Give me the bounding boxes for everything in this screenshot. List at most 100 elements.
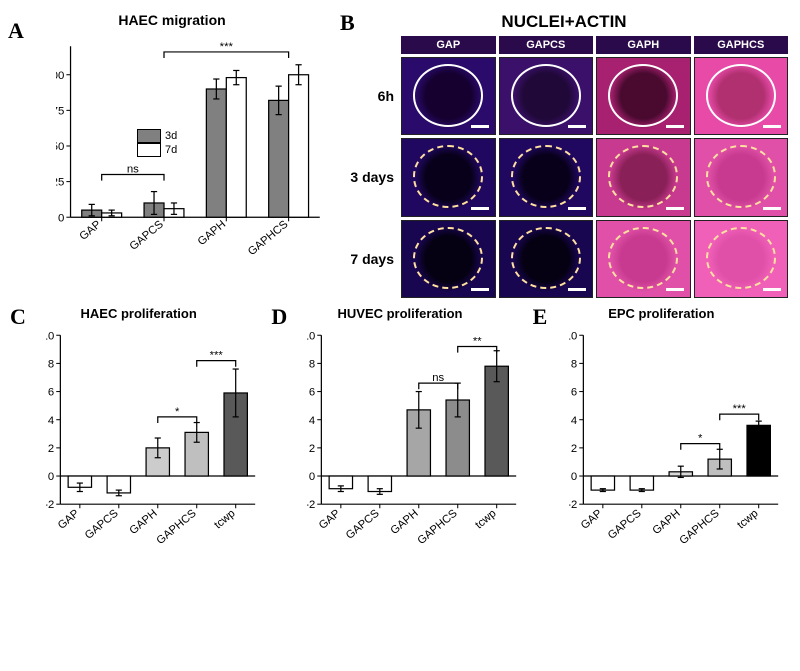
panel-a: A HAEC migration 0255075100Cell Migratio… [12,12,332,298]
roi-circle [413,64,483,127]
svg-text:GAPCS: GAPCS [605,507,643,541]
roi-circle [608,145,678,208]
svg-text:GAPHCS: GAPHCS [677,507,721,547]
panel-label-b: B [340,10,355,36]
svg-text:25: 25 [56,177,64,189]
svg-text:GAPH: GAPH [389,507,421,537]
svg-text:0: 0 [309,471,315,483]
svg-text:50: 50 [56,141,64,153]
svg-text:GAPHCS: GAPHCS [154,507,198,547]
svg-text:4: 4 [309,415,315,427]
svg-text:0: 0 [48,471,54,483]
panel-c-chart: -20246810Cell Fold IncreaseGAPGAPCSGAPHG… [46,321,261,551]
svg-text:2: 2 [48,443,54,455]
micrograph [694,220,789,298]
svg-text:tcwp: tcwp [212,507,237,531]
micrograph [694,57,789,135]
svg-text:GAPCS: GAPCS [83,507,121,541]
svg-text:GAP: GAP [56,507,82,531]
col-header: GAPH [596,36,691,54]
micrograph [499,138,594,216]
panel-c-title: HAEC proliferation [12,306,265,321]
legend-label: 3d [165,130,177,142]
roi-circle [706,227,776,290]
svg-text:0: 0 [571,471,577,483]
svg-text:4: 4 [48,415,54,427]
roi-circle [511,145,581,208]
panel-c: C HAEC proliferation -20246810Cell Fold … [12,306,265,551]
scale-bar [666,207,684,210]
roi-circle [413,145,483,208]
svg-text:GAPHCS: GAPHCS [246,218,291,258]
scale-bar [568,207,586,210]
panel-a-legend: 3d7d [137,129,177,157]
panel-a-chart: 0255075100Cell Migration %GAPGAPCSGAPHGA… [56,32,326,262]
svg-text:-2: -2 [569,499,577,511]
svg-text:8: 8 [571,359,577,371]
svg-text:***: *** [220,41,234,53]
svg-text:ns: ns [433,372,445,384]
svg-text:-2: -2 [46,499,54,511]
micrograph [596,220,691,298]
svg-text:tcwp: tcwp [735,507,760,531]
legend-item: 7d [137,143,177,157]
svg-text:6: 6 [571,387,577,399]
panel-e-title: EPC proliferation [535,306,788,321]
panel-label-d: D [271,304,287,330]
micrograph [596,138,691,216]
svg-text:**: ** [473,336,482,348]
scale-bar [471,125,489,128]
svg-text:10: 10 [307,330,315,342]
col-header: GAPHCS [694,36,789,54]
scale-bar [471,207,489,210]
panel-b-title: NUCLEI+ACTIN [340,12,788,32]
svg-text:0: 0 [58,212,64,224]
svg-text:GAPH: GAPH [128,507,160,537]
panel-a-title: HAEC migration [12,12,332,28]
col-header: GAPCS [499,36,594,54]
scale-bar [666,125,684,128]
svg-text:6: 6 [309,387,315,399]
row-label: 6h [340,57,398,135]
svg-text:GAPH: GAPH [196,219,229,248]
scale-bar [568,288,586,291]
micrograph [401,138,496,216]
figure: A HAEC migration 0255075100Cell Migratio… [12,12,788,551]
roi-circle [608,64,678,127]
roi-circle [706,145,776,208]
roi-circle [706,64,776,127]
scale-bar [763,288,781,291]
micrograph [694,138,789,216]
svg-text:10: 10 [46,330,54,342]
row-label: 7 days [340,220,398,298]
svg-text:***: *** [210,350,224,362]
panel-label-c: C [10,304,26,330]
panel-e-chart: -20246810Cell Fold IncreaseGAPGAPCSGAPHG… [569,321,784,551]
bottom-row: C HAEC proliferation -20246810Cell Fold … [12,306,788,551]
micrograph [401,220,496,298]
roi-circle [413,227,483,290]
panel-d-title: HUVEC proliferation [273,306,526,321]
svg-text:2: 2 [309,443,315,455]
panel-e: E EPC proliferation -20246810Cell Fold I… [535,306,788,551]
svg-text:GAPH: GAPH [650,507,682,537]
svg-text:ns: ns [127,164,139,176]
scale-bar [666,288,684,291]
svg-text:2: 2 [571,443,577,455]
legend-label: 7d [165,144,177,156]
micrograph [401,57,496,135]
svg-text:4: 4 [571,415,577,427]
svg-text:*: * [175,406,180,418]
panel-label-e: E [533,304,548,330]
svg-text:tcwp: tcwp [473,507,498,531]
svg-text:GAP: GAP [578,507,604,531]
col-header: GAP [401,36,496,54]
grid-spacer [340,36,398,54]
svg-text:GAPCS: GAPCS [344,507,382,541]
roi-circle [608,227,678,290]
svg-text:8: 8 [309,359,315,371]
legend-swatch [137,143,161,157]
roi-circle [511,227,581,290]
svg-text:100: 100 [56,70,64,82]
micrograph [499,220,594,298]
